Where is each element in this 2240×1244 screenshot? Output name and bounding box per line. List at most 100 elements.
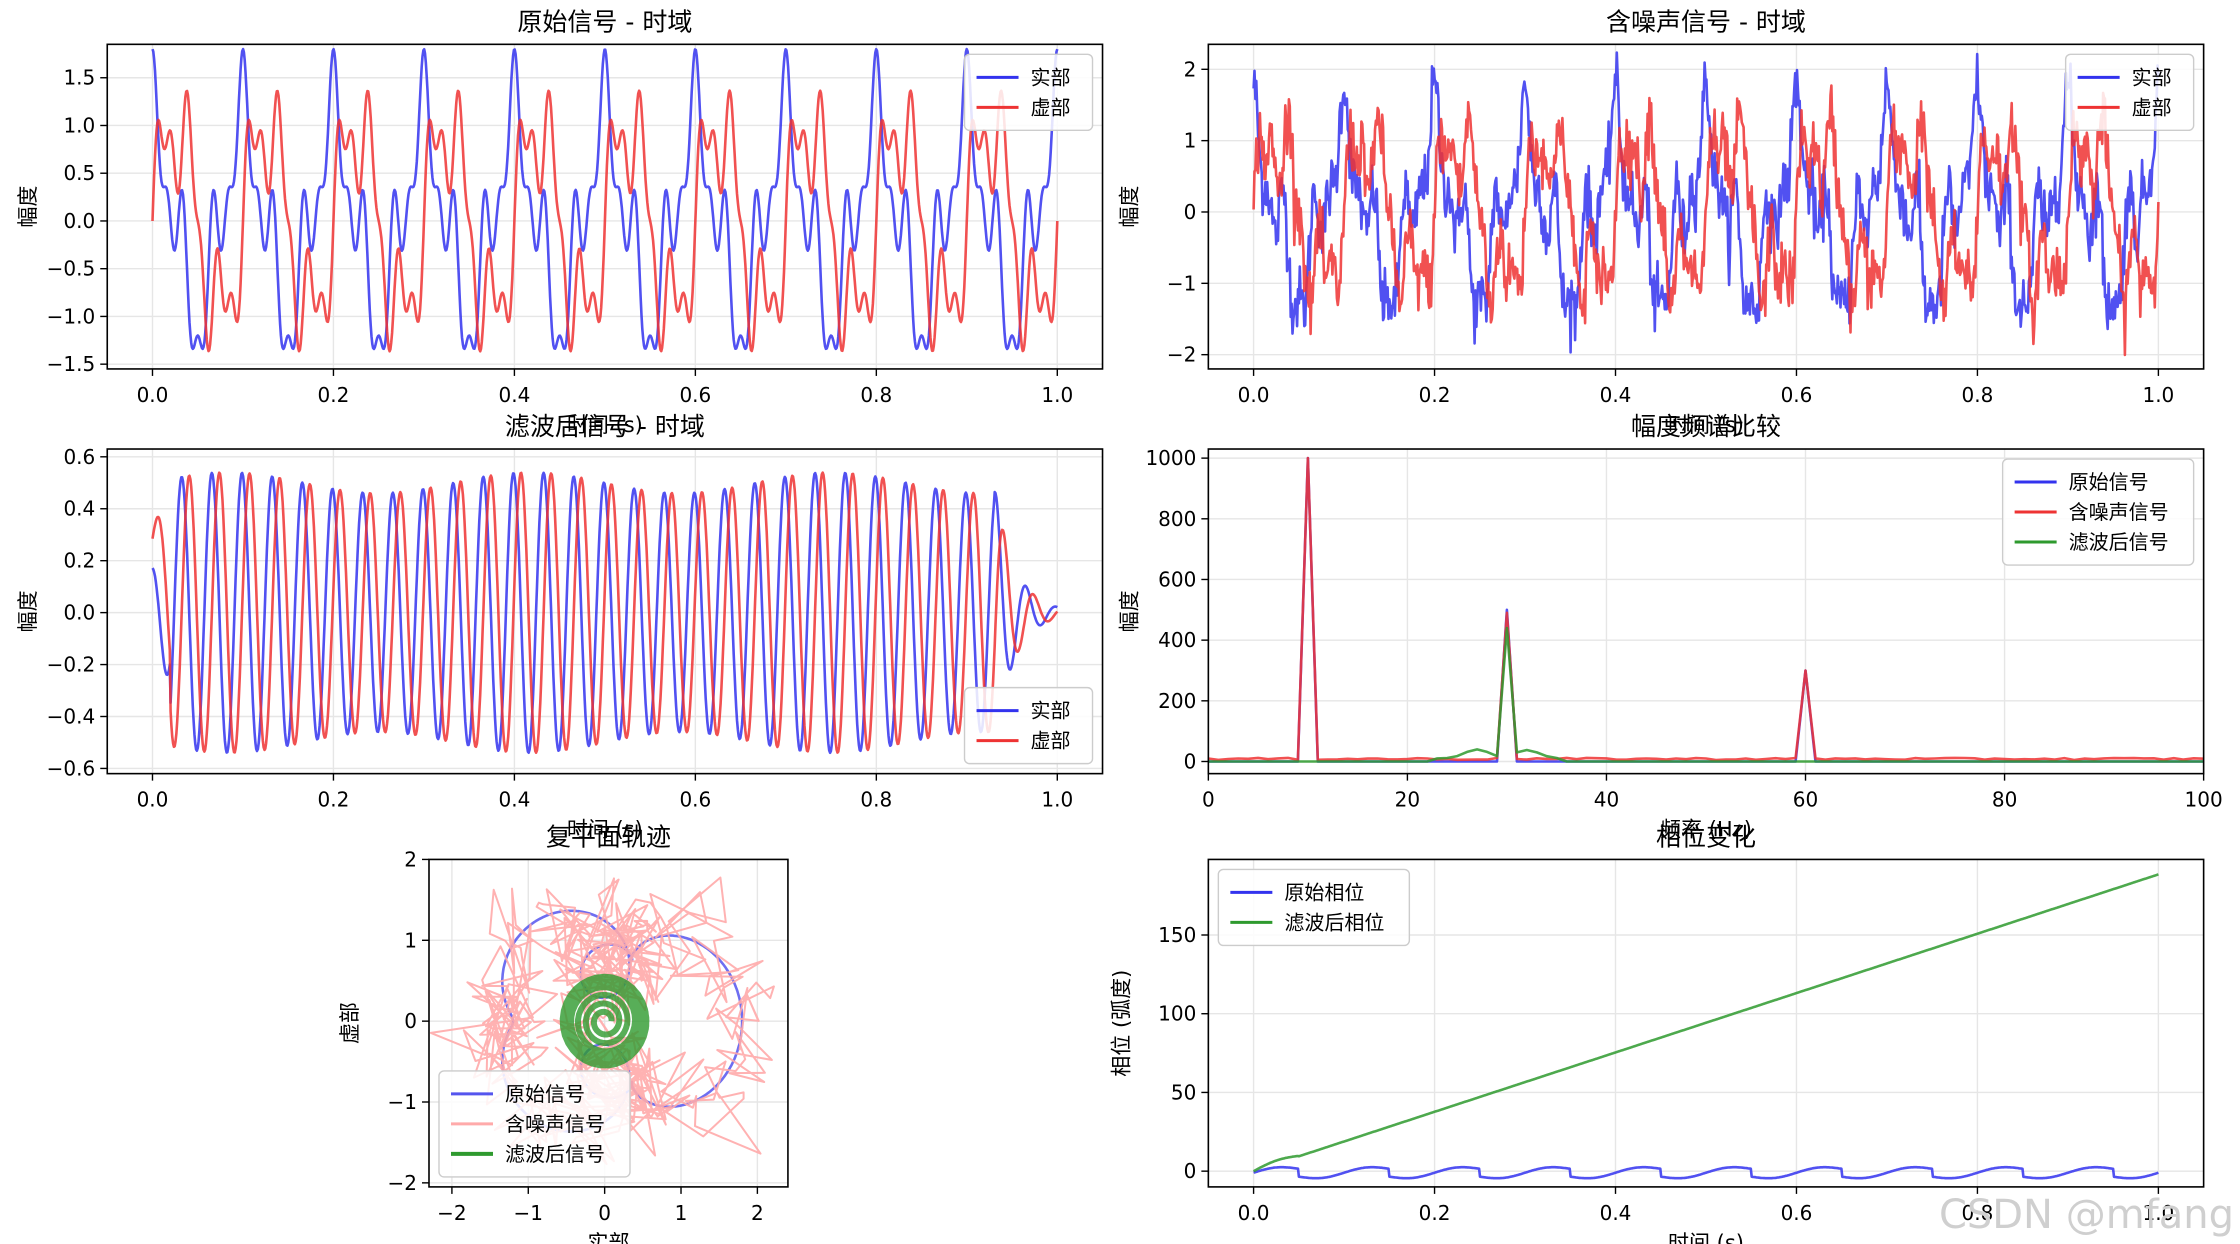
series-line-1 <box>429 876 775 1165</box>
y-tick-label: −0.6 <box>47 756 96 780</box>
legend-label: 实部 <box>1031 699 1071 723</box>
x-tick-label: 40 <box>1594 788 1619 812</box>
x-tick-label: 0.8 <box>860 788 892 812</box>
legend-label: 虚部 <box>1031 95 1071 119</box>
y-tick-label: 0.2 <box>63 549 95 573</box>
x-tick-label: 0.6 <box>679 383 711 407</box>
x-tick-label: 0.0 <box>1238 1201 1270 1225</box>
x-tick-label: 0.2 <box>318 383 350 407</box>
y-tick-label: 1.5 <box>63 66 95 90</box>
series-line-2 <box>559 973 650 1069</box>
x-tick-label: 20 <box>1395 788 1420 812</box>
x-tick-label: 0 <box>598 1201 611 1225</box>
y-tick-label: −1 <box>1167 271 1196 295</box>
y-tick-label: 400 <box>1158 628 1196 652</box>
x-tick-label: 2 <box>751 1201 764 1225</box>
y-tick-label: 1.0 <box>63 113 95 137</box>
legend-box <box>963 686 1094 765</box>
y-tick-label: 0.4 <box>63 497 95 521</box>
x-tick-label: 0.8 <box>1962 383 1994 407</box>
legend-label: 虚部 <box>2132 95 2172 119</box>
y-tick-label: 0.6 <box>63 445 95 469</box>
y-axis-label: 幅度 <box>16 186 40 228</box>
x-axis-label: 实部 <box>587 1231 629 1244</box>
y-tick-label: −2 <box>388 1171 417 1195</box>
x-tick-label: 0.6 <box>679 788 711 812</box>
legend-box <box>963 53 1094 132</box>
legend-label: 滤波后相位 <box>1284 910 1384 934</box>
y-tick-label: 1 <box>404 928 417 952</box>
y-axis-label: 幅度 <box>16 590 40 632</box>
axes-frame <box>1207 448 2205 775</box>
x-axis-label: 时间 (s) <box>1668 413 1744 437</box>
legend-box <box>438 1070 631 1178</box>
y-tick-label: −1.5 <box>47 352 96 376</box>
y-tick-label: 100 <box>1158 1002 1196 1026</box>
series-line-0 <box>1253 1165 2159 1180</box>
x-tick-label: 1.0 <box>1041 383 1073 407</box>
x-tick-label: 1.0 <box>2142 383 2174 407</box>
series-line-1 <box>151 471 1059 754</box>
y-tick-label: −0.2 <box>47 653 96 677</box>
chart-p1: 0.0 0.2 0.4 0.6 0.8 1.0 −1.5 −1.0 −0.5 0.0 0.5 1.0 1… <box>16 7 1104 437</box>
x-tick-label: 0.4 <box>1600 383 1632 407</box>
x-tick-label: 0.4 <box>499 383 531 407</box>
y-tick-label: 0 <box>1184 749 1197 773</box>
x-tick-label: 80 <box>1992 788 2017 812</box>
y-tick-label: −2 <box>1167 343 1196 367</box>
y-tick-label: 2 <box>404 847 417 871</box>
y-tick-label: 0 <box>404 1009 417 1033</box>
x-tick-label: 0.8 <box>860 383 892 407</box>
y-tick-label: 2 <box>1184 57 1197 81</box>
y-tick-label: −0.4 <box>47 704 96 728</box>
x-axis-label: 时间 (s) <box>567 818 643 842</box>
y-axis-label: 幅度 <box>1117 186 1141 228</box>
y-tick-label: 0.5 <box>63 161 95 185</box>
legend-box <box>2001 458 2195 566</box>
x-tick-label: 100 <box>2185 788 2223 812</box>
axes-frame <box>1207 858 2205 1188</box>
y-axis-label: 幅度 <box>1117 590 1141 632</box>
x-tick-label: 0.2 <box>1419 383 1451 407</box>
x-tick-label: −2 <box>437 1201 466 1225</box>
legend-label: 实部 <box>1031 65 1071 89</box>
x-tick-label: 0.6 <box>1781 383 1813 407</box>
x-tick-label: 0.4 <box>499 788 531 812</box>
y-tick-label: 1000 <box>1145 446 1196 470</box>
x-axis-label: 时间 (s) <box>567 413 643 437</box>
x-tick-label: 0.0 <box>1238 383 1270 407</box>
series-group <box>1208 456 2204 763</box>
series-line-0 <box>151 47 1059 351</box>
series-line-1 <box>1252 84 2160 357</box>
legend-label: 滤波后信号 <box>2069 530 2169 554</box>
axes-frame <box>1207 43 2205 370</box>
series-line-0 <box>151 471 1058 755</box>
chart-title: 滤波后信号 - 时域 <box>505 412 705 441</box>
series-group <box>1252 51 2160 357</box>
x-tick-label: 0.8 <box>1962 1201 1994 1225</box>
x-tick-label: 0.0 <box>137 788 169 812</box>
x-tick-label: 0 <box>1202 788 1215 812</box>
series-line-1 <box>1208 456 2204 762</box>
series-group <box>151 471 1059 755</box>
chart-p3: 0.0 0.2 0.4 0.6 0.8 1.0 −0.6 −0.4 −0.2 0.0 0.2 0.4 0… <box>16 412 1104 842</box>
y-tick-label: 50 <box>1171 1080 1196 1104</box>
series-line-1 <box>151 89 1059 353</box>
legend-label: 原始信号 <box>505 1082 585 1106</box>
y-tick-label: 200 <box>1158 689 1196 713</box>
y-tick-label: −1 <box>388 1090 417 1114</box>
y-tick-label: −1.0 <box>47 304 96 328</box>
chart-title: 含噪声信号 - 时域 <box>1606 7 1806 36</box>
legend-label: 原始信号 <box>2069 470 2149 494</box>
x-tick-label: 1 <box>675 1201 688 1225</box>
legend-label: 含噪声信号 <box>505 1112 605 1136</box>
axes-frame <box>106 448 1104 775</box>
